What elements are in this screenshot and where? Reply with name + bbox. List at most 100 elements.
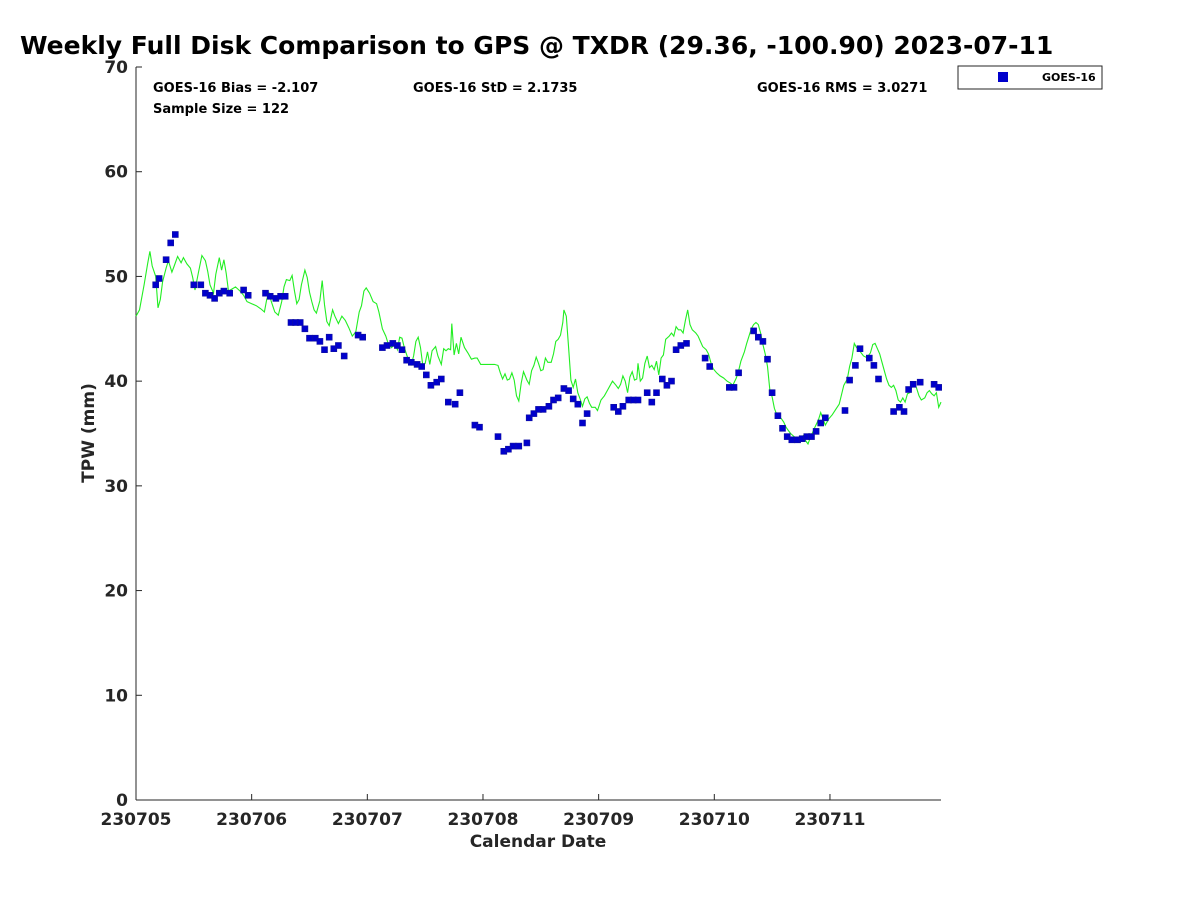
stat-rms: GOES-16 RMS = 3.0271 — [757, 81, 927, 96]
goes16-point — [735, 369, 742, 377]
goes16-point — [846, 376, 853, 384]
y-tick-label: 20 — [104, 582, 128, 602]
x-tick-label: 230705 — [101, 810, 172, 830]
x-tick-label: 230707 — [332, 810, 403, 830]
goes16-point — [668, 377, 675, 385]
goes16-point — [653, 389, 660, 397]
goes16-point — [909, 380, 917, 388]
goes16-point — [321, 346, 328, 354]
goes16-point — [494, 433, 502, 440]
goes16-point — [750, 327, 757, 335]
goes16-point — [658, 375, 666, 383]
goes16-point — [683, 340, 690, 347]
goes16-point — [701, 354, 709, 362]
y-ticks: 0 10 20 30 40 50 60 70 — [104, 58, 142, 811]
goes16-point — [240, 286, 247, 294]
x-tick-label: 230711 — [794, 810, 865, 830]
goes16-point — [677, 342, 685, 349]
goes16-point — [266, 292, 274, 300]
goes16-point — [706, 363, 714, 370]
legend-marker-goes16 — [998, 72, 1008, 82]
goes16-point — [226, 289, 233, 297]
goes16-point — [841, 407, 849, 414]
goes16-point — [515, 442, 523, 450]
goes16-point — [523, 439, 531, 447]
goes16-point — [394, 342, 401, 349]
stat-bias: GOES-16 Bias = -2.107 — [153, 81, 318, 96]
goes16-point — [875, 375, 882, 383]
goes16-point — [407, 358, 415, 366]
y-axis-label: TPW (mm) — [79, 383, 99, 483]
goes16-point — [359, 333, 367, 341]
goes16-point — [306, 334, 313, 342]
goes16-point — [335, 342, 342, 349]
goes16-point — [301, 325, 309, 333]
goes16-point — [583, 410, 591, 417]
x-tick-label: 230709 — [563, 810, 634, 830]
goes16-point — [296, 319, 304, 326]
goes16-point — [211, 295, 218, 302]
goes16-point — [220, 287, 228, 295]
stat-std: GOES-16 StD = 2.1735 — [413, 81, 577, 96]
goes16-point — [812, 428, 820, 435]
legend: GOES-16 — [957, 65, 1103, 90]
goes16-point — [172, 231, 179, 238]
goes16-point — [383, 342, 391, 349]
goes16-point — [634, 396, 642, 404]
goes16-point — [759, 338, 767, 345]
legend-box — [957, 65, 1103, 90]
goes16-point — [569, 395, 577, 403]
goes16-point — [325, 333, 333, 341]
goes16-point — [152, 281, 159, 289]
goes16-point — [663, 381, 671, 389]
goes16-point — [648, 398, 656, 406]
goes16-point — [779, 424, 786, 432]
goes16-point — [852, 362, 859, 369]
goes16-point — [870, 362, 878, 369]
goes16-point — [244, 291, 252, 299]
goes16-point — [788, 436, 796, 444]
goes16-point — [162, 256, 170, 264]
y-tick-label: 40 — [104, 372, 128, 392]
goes16-point — [340, 352, 348, 360]
goes16-point — [418, 363, 426, 370]
goes16-point — [774, 412, 782, 420]
goes16-point — [916, 378, 924, 386]
goes16-point — [865, 354, 873, 362]
goes16-point — [451, 400, 459, 408]
y-tick-label: 30 — [104, 477, 128, 497]
y-tick-label: 60 — [104, 163, 128, 183]
goes16-point — [525, 414, 533, 422]
goes16-point — [610, 403, 618, 411]
goes16-point — [754, 333, 762, 341]
goes16-point — [905, 386, 912, 393]
x-tick-label: 230708 — [447, 810, 518, 830]
goes16-point — [890, 408, 897, 415]
goes16-point — [545, 402, 553, 410]
goes16-point — [821, 414, 829, 422]
goes16-point — [643, 389, 651, 397]
y-tick-label: 50 — [104, 267, 128, 287]
goes16-point — [427, 381, 435, 389]
y-tick-label: 10 — [104, 686, 128, 706]
goes16-point — [316, 338, 324, 345]
goes16-point — [856, 345, 864, 353]
goes16-point — [190, 281, 198, 289]
goes16-point — [896, 403, 903, 411]
goes16-point — [444, 398, 452, 406]
series-gps-line — [135, 251, 942, 446]
goes16-point — [614, 408, 622, 415]
goes16-point — [509, 442, 517, 450]
goes16-point — [619, 402, 627, 410]
y-tick-label: 70 — [104, 58, 128, 78]
goes16-point — [476, 423, 483, 431]
goes16-point — [281, 292, 289, 300]
goes16-point — [456, 389, 464, 397]
goes16-point — [900, 408, 908, 415]
goes16-point — [155, 275, 163, 282]
goes16-point — [398, 346, 406, 354]
gps-line-path — [135, 251, 942, 446]
chart-title: Weekly Full Disk Comparison to GPS @ TXD… — [20, 31, 1053, 60]
